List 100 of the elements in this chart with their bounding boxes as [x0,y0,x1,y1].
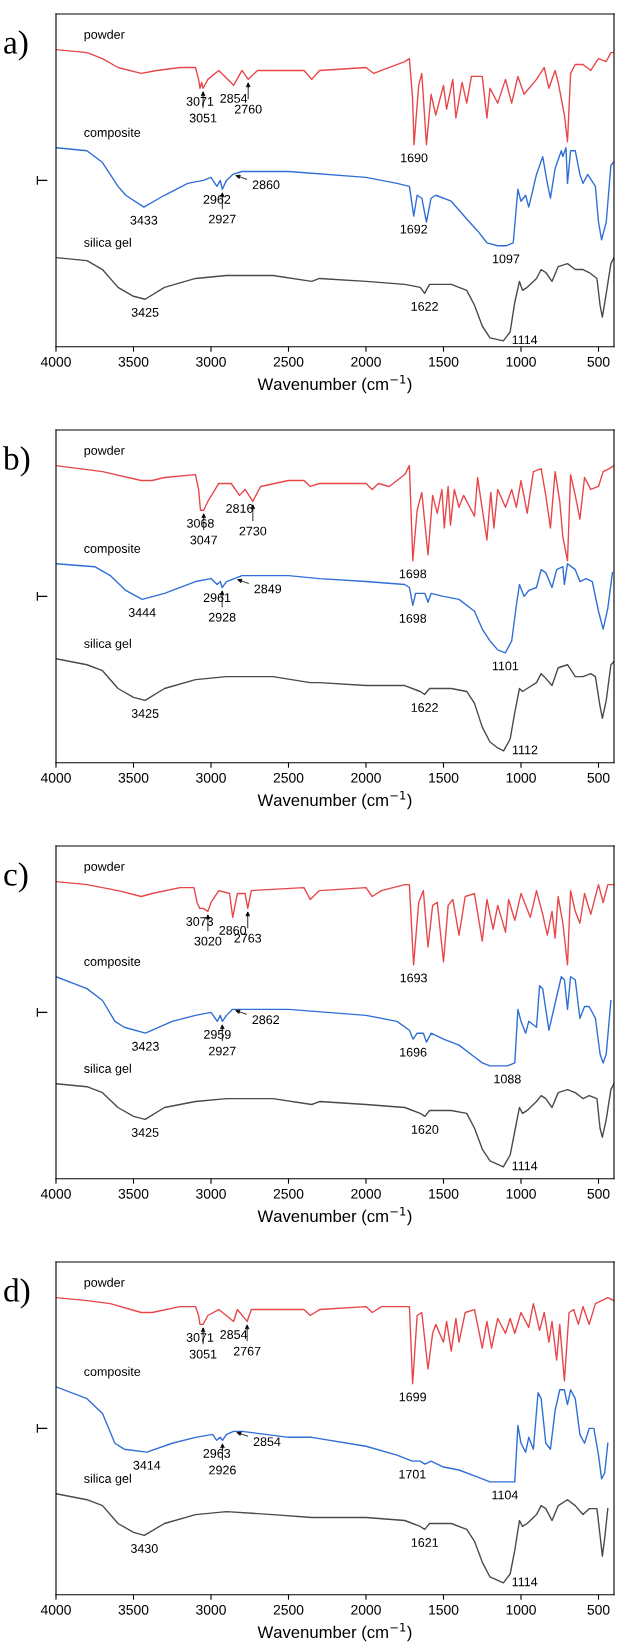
x-axis-title: Wavenumber (cm$^{−1}$) [257,375,412,394]
annotation: 1114 [512,335,538,345]
y-axis-title: T [36,1424,48,1433]
annotation: 2862 [252,1015,280,1025]
annotation: 1620 [411,1125,439,1134]
series-label: silica gel [84,1473,131,1486]
annotation: 2730 [239,526,267,536]
y-axis-title: T [36,592,48,601]
x-tick-label: 2500 [273,772,304,783]
series-label: silica gel [84,638,131,651]
annotation: 3425 [131,1128,159,1137]
annotation: 2854 [220,1330,248,1339]
annotation: 2926 [209,1465,236,1475]
series-label: powder [84,861,125,874]
x-tick-label: 3500 [118,772,149,783]
chart-title: c) [4,862,28,893]
annotation: 2860 [252,180,280,190]
series-label: composite [84,543,141,556]
annotation: 1698 [399,569,427,579]
annotation: 3071 [186,1333,214,1342]
annotation: 1622 [411,301,438,311]
annotation: 2763 [234,933,262,943]
y-axis-title: T [36,1008,48,1017]
annotation: 2928 [208,612,236,622]
annotation: 1114 [512,1577,538,1587]
annotation: 2849 [254,584,282,594]
annotation: 3430 [130,1544,158,1553]
series-label: powder [84,1277,125,1290]
annotation: 2927 [209,1046,236,1056]
x-tick-label: 3000 [196,356,226,367]
annotation: 3051 [189,113,217,123]
x-tick-label: 500 [587,356,610,367]
series-label: silica gel [84,1063,131,1076]
annotation: 1097 [493,254,520,264]
x-tick-label: 3000 [196,772,226,783]
x-tick-label: 2000 [351,356,381,367]
annotation: 1690 [401,153,428,163]
x-tick-label: 3500 [118,356,149,367]
annotation: 3425 [131,307,159,317]
annotation: 2767 [233,1346,261,1356]
x-tick-label: 1500 [429,772,459,783]
x-tick-label: 4000 [40,1604,71,1615]
annotation: 1698 [399,613,427,623]
series-label: composite [84,127,141,140]
annotation: 1696 [400,1047,427,1057]
annotation: 3433 [130,215,158,225]
x-tick-label: 4000 [40,356,71,367]
series-label: powder [84,445,125,458]
x-tick-label: 4000 [40,772,71,783]
x-axis-title: Wavenumber (cm$^{−1}$) [257,1623,412,1642]
x-tick-label: 500 [587,1188,610,1199]
x-tick-label: 3000 [196,1604,226,1615]
series-label: composite [84,1366,141,1379]
annotation: 1622 [411,703,438,712]
x-tick-label: 2500 [273,356,304,367]
x-axis-title: Wavenumber (cm$^{−1}$) [257,1207,412,1226]
series-label: powder [84,29,125,42]
annotation: 3073 [186,917,214,926]
x-tick-label: 4000 [40,1188,71,1199]
annotation: 2854 [220,93,248,103]
annotation: 3425 [131,709,159,718]
annotation: 1701 [399,1469,426,1479]
x-axis-title: Wavenumber (cm$^{−1}$) [257,791,412,810]
x-tick-label: 3500 [118,1604,149,1615]
series-label: composite [84,956,141,969]
x-tick-label: 500 [587,772,610,783]
chart-title: a) [4,30,28,61]
annotation: 2816 [226,504,253,513]
x-tick-label: 500 [587,1604,610,1615]
chart-title: d) [4,1278,30,1309]
x-tick-label: 1000 [506,1188,536,1199]
annotation: 3047 [190,535,217,545]
x-tick-label: 3500 [118,1188,149,1199]
annotation: 1692 [400,224,428,234]
series-label: silica gel [84,237,131,250]
x-tick-label: 2500 [273,1188,304,1199]
x-tick-label: 1000 [506,772,536,783]
annotation: 3423 [132,1041,159,1051]
annotation: 2854 [253,1437,281,1447]
annotation: 1104 [492,1490,518,1500]
annotation: 3444 [128,608,156,617]
x-tick-label: 3000 [196,1188,226,1199]
annotation: 1112 [512,745,538,755]
x-tick-label: 1000 [506,356,536,367]
x-tick-label: 1500 [429,356,459,367]
annotation: 3020 [194,936,222,946]
annotation: 2860 [219,925,247,935]
annotation: 3414 [133,1460,161,1470]
annotation: 1088 [494,1074,521,1084]
x-tick-label: 2000 [351,1604,381,1615]
x-tick-label: 1500 [429,1188,459,1199]
annotation: 1114 [512,1161,538,1171]
x-tick-label: 2000 [351,1188,381,1199]
annotation: 2927 [209,214,236,224]
annotation: 1699 [399,1392,426,1402]
x-tick-label: 1500 [429,1604,459,1615]
annotation: 1101 [492,661,519,671]
x-tick-label: 1000 [506,1604,536,1615]
annotation: 1621 [411,1538,439,1547]
y-axis-title: T [36,176,48,185]
